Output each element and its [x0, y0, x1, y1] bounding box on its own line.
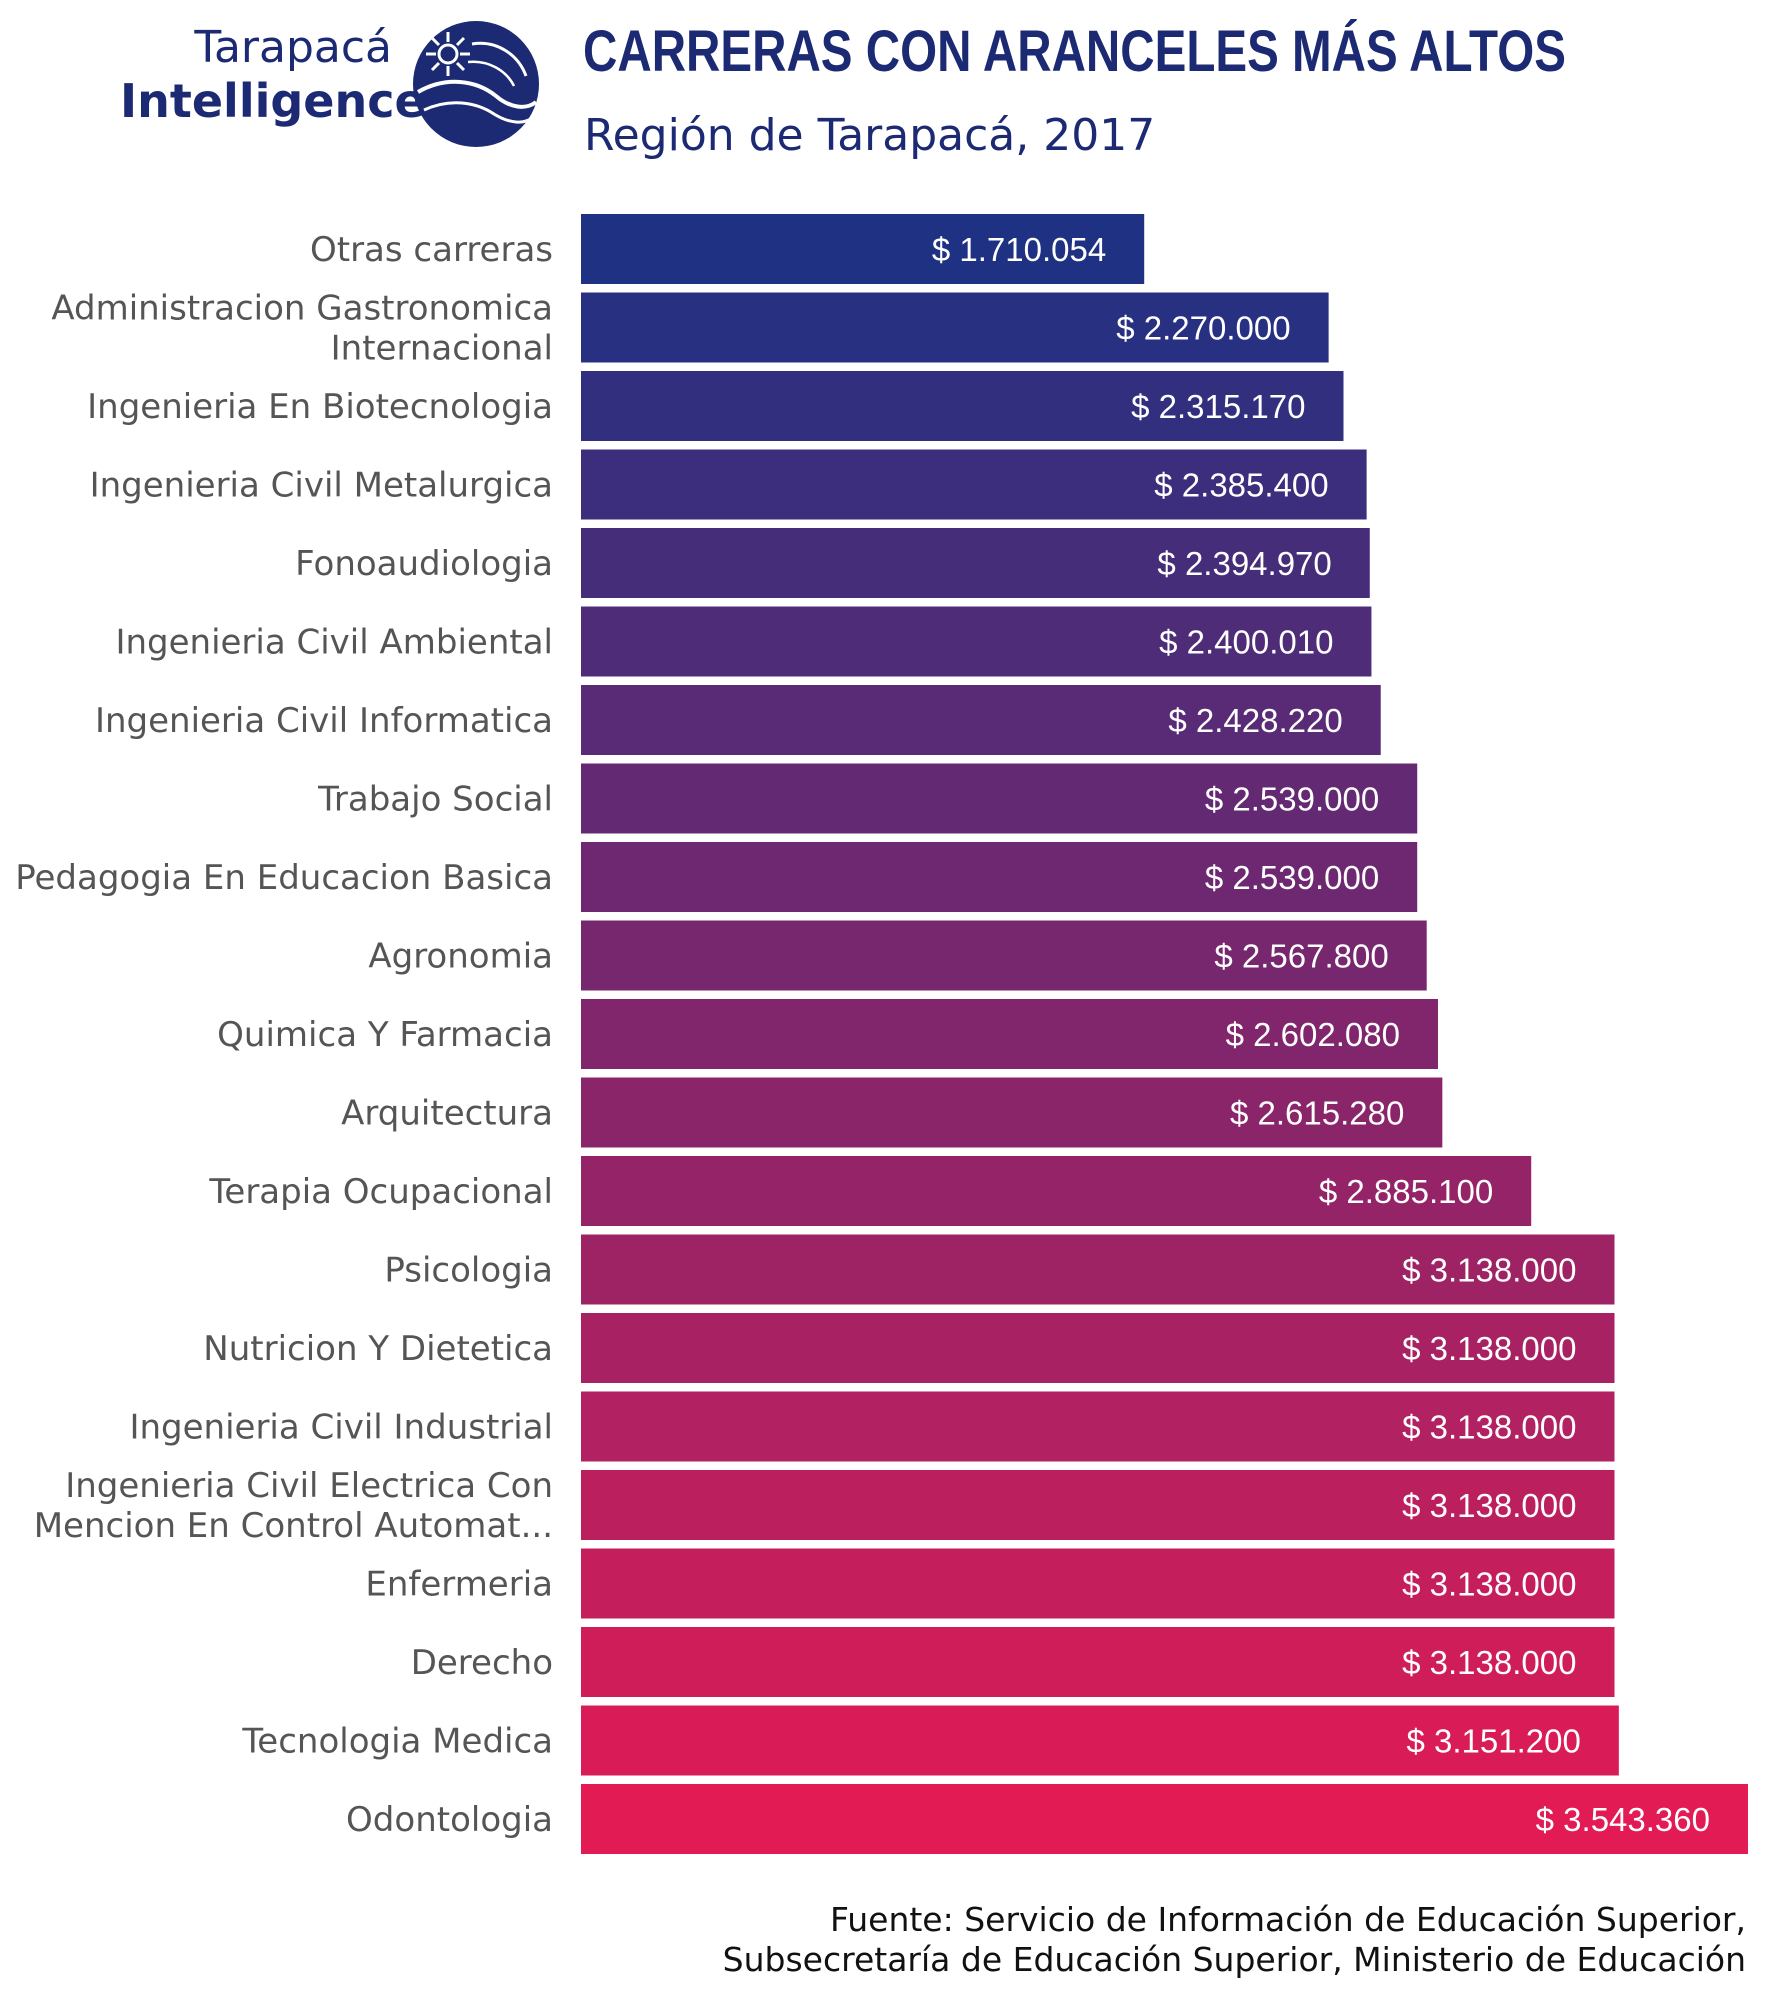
- chart-subtitle: Región de Tarapacá, 2017: [584, 110, 1156, 161]
- category-label: Administracion Gastronomica Internacional: [51, 289, 553, 369]
- bar-value-label: $ 2.270.000: [1116, 310, 1290, 347]
- category-label: Arquitectura: [341, 1094, 553, 1134]
- category-label-line: Ingenieria Civil Informatica: [95, 701, 553, 741]
- bar: [581, 1705, 1619, 1776]
- bar-value-label: $ 2.400.010: [1159, 624, 1333, 661]
- category-label: Derecho: [411, 1643, 553, 1683]
- bar: [581, 920, 1427, 991]
- category-label-line: Nutricion Y Dietetica: [203, 1329, 553, 1369]
- bar: [581, 685, 1381, 755]
- bar: [581, 1313, 1615, 1383]
- category-label: Enfermeria: [365, 1565, 553, 1605]
- bar-value-label: $ 2.385.400: [1154, 467, 1328, 504]
- category-label-line: Mencion En Control Automat...: [34, 1506, 553, 1546]
- category-label: Psicologia: [384, 1251, 553, 1291]
- bar-value-label: $ 1.710.054: [932, 231, 1106, 268]
- bar-value-label: $ 3.138.000: [1402, 1566, 1576, 1603]
- category-label: Ingenieria Civil Industrial: [129, 1408, 553, 1448]
- category-label: Fonoaudiologia: [295, 544, 553, 584]
- logo-line-1: Tarapacá: [194, 22, 392, 73]
- bar-value-label: $ 2.539.000: [1205, 781, 1379, 818]
- category-label: Tecnologia Medica: [241, 1722, 553, 1762]
- globe-icon: [413, 21, 539, 147]
- logo-wordmark: Tarapacá Intelligence: [120, 22, 426, 128]
- bar: [581, 1156, 1532, 1226]
- category-label-line: Derecho: [411, 1643, 553, 1683]
- category-label: Ingenieria En Biotecnologia: [87, 387, 553, 427]
- bar: [581, 1234, 1615, 1305]
- category-label-line: Psicologia: [384, 1251, 553, 1291]
- category-label: Trabajo Social: [317, 780, 553, 820]
- bar-value-label: $ 2.315.170: [1131, 388, 1305, 425]
- category-label-line: Quimica Y Farmacia: [217, 1015, 553, 1055]
- category-label: Agronomia: [368, 937, 553, 977]
- bar-value-label: $ 3.138.000: [1402, 1644, 1576, 1681]
- category-label: Quimica Y Farmacia: [217, 1015, 553, 1055]
- bar: [581, 1627, 1615, 1697]
- bar: [581, 1784, 1748, 1854]
- bar-value-label: $ 2.567.800: [1214, 938, 1388, 975]
- bar: [581, 1470, 1615, 1540]
- bar-value-label: $ 3.138.000: [1402, 1330, 1576, 1367]
- bar-value-label: $ 2.394.970: [1157, 545, 1331, 582]
- bar-value-label: $ 2.428.220: [1168, 702, 1342, 739]
- category-label: Odontologia: [346, 1800, 553, 1840]
- bar: [581, 1391, 1615, 1462]
- category-label-line: Internacional: [331, 329, 553, 369]
- source-line-1: Fuente: Servicio de Información de Educa…: [830, 1900, 1746, 1939]
- category-label-line: Ingenieria En Biotecnologia: [87, 387, 553, 427]
- bar: [581, 449, 1367, 520]
- bar: [581, 371, 1344, 441]
- category-label-line: Trabajo Social: [317, 780, 553, 820]
- bar: [581, 842, 1418, 912]
- bar-value-label: $ 3.138.000: [1402, 1252, 1576, 1289]
- bar: [581, 606, 1372, 677]
- category-label-line: Ingenieria Civil Industrial: [129, 1408, 553, 1448]
- bar-value-label: $ 3.151.200: [1406, 1723, 1580, 1760]
- category-label: Ingenieria Civil Ambiental: [115, 623, 553, 663]
- bar-value-label: $ 3.543.360: [1536, 1801, 1710, 1838]
- bar-value-label: $ 2.539.000: [1205, 859, 1379, 896]
- category-label: Ingenieria Civil Informatica: [95, 701, 553, 741]
- source-note: Fuente: Servicio de Información de Educa…: [723, 1900, 1746, 1980]
- category-label: Nutricion Y Dietetica: [203, 1329, 553, 1369]
- category-label: Otras carreras: [310, 230, 553, 270]
- category-label-line: Agronomia: [368, 937, 553, 977]
- category-label-line: Fonoaudiologia: [295, 544, 553, 584]
- category-label-line: Tecnologia Medica: [241, 1722, 553, 1762]
- bar: [581, 528, 1370, 598]
- bar: [581, 1077, 1443, 1148]
- category-label-line: Pedagogia En Educacion Basica: [15, 858, 553, 898]
- category-label: Ingenieria Civil Electrica Con Mencion En…: [34, 1466, 553, 1546]
- logo-line-2: Intelligence: [120, 74, 426, 128]
- category-label-line: Ingenieria Civil Metalurgica: [90, 466, 553, 506]
- bar-value-label: $ 3.138.000: [1402, 1409, 1576, 1446]
- category-label: Pedagogia En Educacion Basica: [15, 858, 553, 898]
- category-label-line: Enfermeria: [365, 1565, 553, 1605]
- source-line-2: Subsecretaría de Educación Superior, Min…: [722, 1940, 1746, 1979]
- bar-value-label: $ 2.602.080: [1226, 1016, 1400, 1053]
- category-label-line: Odontologia: [346, 1800, 553, 1840]
- category-label-line: Otras carreras: [310, 230, 553, 270]
- bar-value-label: $ 3.138.000: [1402, 1487, 1576, 1524]
- category-label: Ingenieria Civil Metalurgica: [90, 466, 553, 506]
- category-label: Terapia Ocupacional: [208, 1172, 553, 1212]
- category-label-line: Ingenieria Civil Electrica Con: [65, 1466, 553, 1506]
- category-label-line: Administracion Gastronomica: [51, 289, 553, 329]
- chart-title: CARRERAS CON ARANCELES MÁS ALTOS: [583, 19, 1566, 84]
- category-label-line: Arquitectura: [341, 1094, 553, 1134]
- category-label-line: Ingenieria Civil Ambiental: [115, 623, 553, 663]
- bar: [581, 1548, 1615, 1619]
- bar: [581, 292, 1329, 363]
- bar: [581, 763, 1418, 834]
- bar: [581, 214, 1145, 284]
- bar-value-label: $ 2.615.280: [1230, 1095, 1404, 1132]
- category-label-line: Terapia Ocupacional: [208, 1172, 553, 1212]
- bar: [581, 999, 1438, 1069]
- bar-value-label: $ 2.885.100: [1319, 1173, 1493, 1210]
